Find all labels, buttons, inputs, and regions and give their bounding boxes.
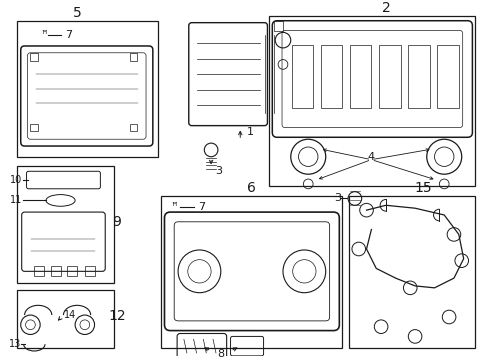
Text: 2: 2	[381, 1, 389, 15]
Text: 9: 9	[112, 215, 121, 229]
Text: 13: 13	[8, 339, 20, 349]
Bar	[348, 195, 474, 348]
Bar	[320, 45, 342, 108]
Text: 14: 14	[63, 310, 76, 320]
Text: 3: 3	[334, 193, 341, 203]
Text: 5: 5	[73, 6, 81, 20]
Bar	[17, 21, 157, 157]
Bar	[291, 45, 312, 108]
Bar	[437, 45, 458, 108]
Bar	[129, 53, 137, 60]
Text: 7: 7	[198, 202, 205, 212]
Text: 11: 11	[10, 195, 22, 206]
Bar	[51, 266, 61, 276]
Text: 4: 4	[367, 152, 374, 162]
Text: 3: 3	[215, 166, 222, 176]
Text: 15: 15	[413, 181, 431, 195]
Bar	[129, 124, 137, 131]
Bar	[17, 290, 114, 348]
Text: 12: 12	[108, 309, 125, 323]
Text: ꟸ: ꟸ	[41, 30, 47, 40]
Bar	[378, 45, 400, 108]
Text: 7: 7	[65, 30, 72, 40]
Bar	[160, 195, 342, 348]
Bar	[30, 124, 38, 131]
Text: 6: 6	[246, 181, 255, 195]
Text: 10: 10	[10, 175, 22, 185]
Text: 1: 1	[246, 127, 254, 138]
Bar	[274, 21, 283, 31]
Bar	[84, 266, 94, 276]
Text: 8: 8	[217, 349, 224, 359]
Bar	[67, 266, 77, 276]
Bar	[407, 45, 429, 108]
Bar	[34, 266, 44, 276]
Bar	[269, 16, 474, 186]
Bar	[349, 45, 370, 108]
Bar	[30, 53, 38, 60]
Text: ꟸ: ꟸ	[171, 202, 177, 212]
Bar	[17, 166, 114, 283]
